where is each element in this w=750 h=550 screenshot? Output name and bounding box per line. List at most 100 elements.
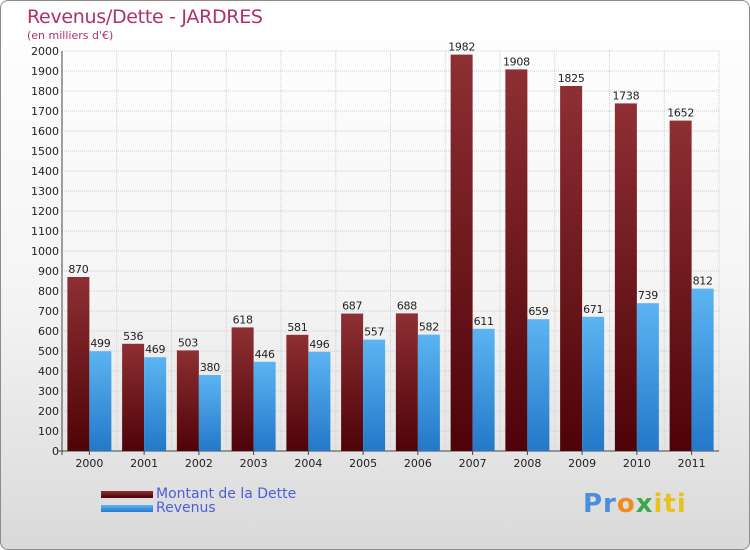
legend: Montant de la Dette Revenus [101,487,296,515]
data-label-revenue: 496 [309,338,329,351]
bar-revenue [582,316,605,451]
bar-debt [286,334,309,451]
y-tick-label: 1200 [31,205,59,218]
y-tick-label: 900 [38,265,59,278]
x-tick-label: 2008 [513,457,541,470]
legend-swatch-revenue [101,504,153,512]
chart-title: Revenus/Dette - JARDRES [27,6,263,28]
data-label-debt: 1982 [448,41,475,54]
x-tick-label: 2003 [240,457,268,470]
data-label-debt: 581 [287,321,307,334]
y-tick-label: 500 [38,345,59,358]
bar-revenue [198,375,221,451]
data-label-revenue: 469 [145,343,165,356]
bar-revenue [527,319,550,451]
y-tick-label: 1300 [31,185,59,198]
chart-subtitle: (en milliers d'€) [27,29,114,42]
legend-item-revenue: Revenus [101,501,296,515]
data-label-debt: 870 [68,263,88,276]
legend-label-debt: Montant de la Dette [156,486,297,502]
data-label-revenue: 446 [255,348,275,361]
y-tick-label: 2000 [31,45,59,58]
bar-debt [614,103,637,452]
bar-debt [450,54,473,451]
logo-part: iti [653,489,687,519]
data-label-revenue: 812 [693,275,713,288]
legend-item-debt: Montant de la Dette [101,487,296,501]
x-tick-label: 2007 [459,457,487,470]
bar-revenue [308,351,331,451]
logo-part: x [635,489,654,519]
y-tick-label: 1000 [31,245,59,258]
data-label-debt: 536 [123,330,143,343]
legend-swatch-debt [101,490,153,498]
bar-debt [231,327,254,451]
bar-debt [505,69,528,452]
grid-lines [61,50,720,452]
bar-debt [395,313,418,451]
bar-revenue [691,288,714,451]
y-tick-label: 1900 [31,65,59,78]
y-tick-label: 1400 [31,165,59,178]
x-tick-label: 2006 [404,457,432,470]
data-label-revenue: 611 [474,315,494,328]
data-label-revenue: 671 [583,303,603,316]
data-label-revenue: 380 [200,361,220,374]
x-tick-label: 2011 [678,457,706,470]
data-label-debt: 1738 [612,89,639,102]
y-tick-label: 800 [38,285,59,298]
y-tick-label: 1100 [31,225,59,238]
y-tick-label: 200 [38,405,59,418]
logo-part: o [616,489,636,519]
data-label-debt: 503 [178,336,198,349]
data-label-revenue: 739 [638,289,658,302]
bar-revenue [144,357,167,451]
data-label-debt: 1652 [667,107,694,120]
bar-revenue [472,328,495,451]
data-label-revenue: 582 [419,321,439,334]
bar-revenue [253,361,276,451]
x-tick-label: 2009 [568,457,596,470]
bar-debt [67,277,90,451]
bar-revenue [363,339,386,451]
y-tick-label: 1500 [31,145,59,158]
bar-debt [669,120,692,451]
legend-label-revenue: Revenus [156,500,216,516]
y-tick-label: 300 [38,385,59,398]
y-tick-label: 700 [38,305,59,318]
x-tick-label: 2002 [185,457,213,470]
y-tick-label: 400 [38,365,59,378]
bar-debt [341,313,364,451]
x-tick-label: 2000 [75,457,103,470]
y-tick-label: 600 [38,325,59,338]
data-label-debt: 618 [233,313,253,326]
x-tick-label: 2004 [294,457,322,470]
bars [67,54,714,452]
bar-debt [560,86,583,451]
data-label-debt: 688 [397,299,417,312]
y-tick-label: 100 [38,425,59,438]
x-tick-label: 2010 [623,457,651,470]
y-tick-label: 1600 [31,125,59,138]
data-label-revenue: 557 [364,326,384,339]
bar-debt [176,350,199,451]
axes: 0 100 200 300 400 500 600 700 800 900 1000 1100 1200… [31,45,719,470]
bar-revenue [417,334,440,451]
proxiti-logo: Proxiti [583,489,687,519]
x-tick-label: 2005 [349,457,377,470]
data-label-debt: 687 [342,300,362,313]
bar-revenue [636,303,659,451]
y-tick-label: 1800 [31,85,59,98]
y-tick-label: 1700 [31,105,59,118]
data-label-revenue: 659 [528,305,548,318]
data-label-debt: 1908 [503,55,530,68]
x-tick-label: 2001 [130,457,158,470]
bar-debt [122,343,145,451]
y-tick-label: 0 [52,445,59,458]
data-label-debt: 1825 [558,72,585,85]
data-label-revenue: 499 [90,337,110,350]
bar-revenue [89,351,112,451]
